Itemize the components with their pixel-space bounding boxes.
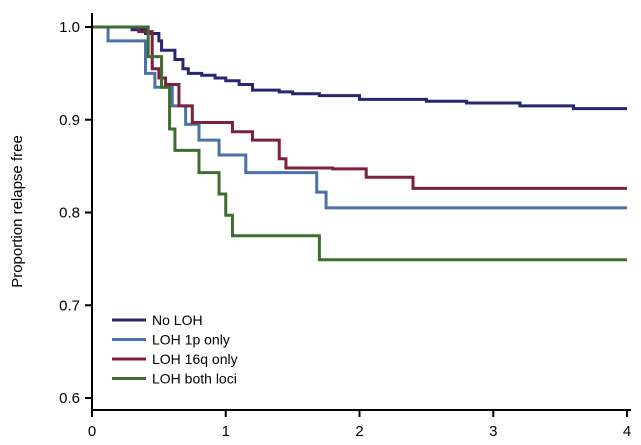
y-tick-label: 0.9 xyxy=(59,112,80,129)
x-tick-label: 4 xyxy=(623,423,631,440)
series-layer xyxy=(92,25,627,262)
series-line-loh-16q-only xyxy=(92,25,627,190)
x-tick-label: 0 xyxy=(88,423,96,440)
series-line-no-loh xyxy=(92,25,627,111)
ticks-layer: 0.6 0.7 0.8 0.9 1.0 0 1 2 3 4 xyxy=(59,19,631,440)
legend-label: LOH 16q only xyxy=(152,351,238,367)
y-tick-label: 0.7 xyxy=(59,297,80,314)
series-line-loh-both-loci xyxy=(92,25,627,262)
y-axis-label: Proportion relapse free xyxy=(9,135,26,288)
legend-label: No LOH xyxy=(152,312,203,328)
x-tick-label: 3 xyxy=(489,423,497,440)
y-tick-label: 1.0 xyxy=(59,19,80,36)
legend-label: LOH both loci xyxy=(152,371,237,387)
x-tick-label: 1 xyxy=(222,423,230,440)
y-tick-label: 0.6 xyxy=(59,390,80,407)
y-tick-label: 0.8 xyxy=(59,205,80,222)
legend-label: LOH 1p only xyxy=(152,332,230,348)
legend: No LOH LOH 1p only LOH 16q only LOH both lo… xyxy=(112,312,238,387)
series-line-loh-1p-only xyxy=(92,25,627,210)
x-tick-label: 2 xyxy=(355,423,363,440)
